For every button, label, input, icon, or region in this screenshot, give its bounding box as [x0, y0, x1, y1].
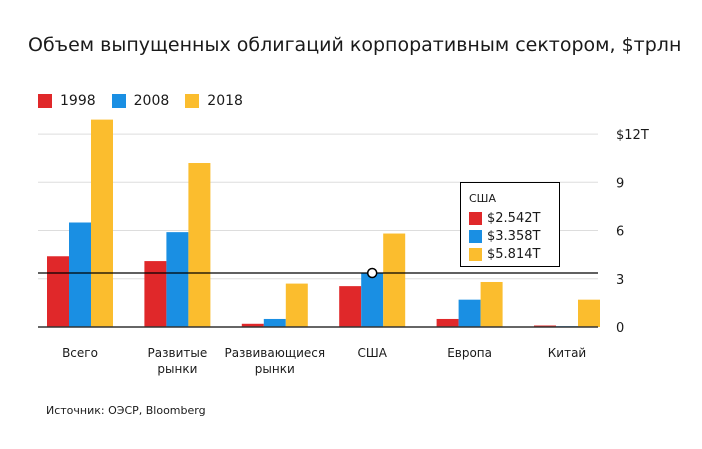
legend-label-2008: 2008	[133, 93, 170, 109]
legend-swatch-2008	[111, 94, 126, 108]
bar-2008-3[interactable]	[361, 273, 384, 327]
bar-1998-4[interactable]	[436, 318, 459, 327]
legend-item-2008[interactable]: 2008	[111, 93, 170, 109]
hover-tooltip: США $2.542T $3.358T $5.814T	[460, 182, 560, 267]
bar-2018-2[interactable]	[285, 283, 308, 327]
legend-label-2018: 2018	[207, 93, 243, 109]
tooltip-value-2018: $5.814T	[487, 247, 541, 262]
tooltip-value-1998: $2.542T	[487, 211, 541, 226]
bar-2018-0[interactable]	[91, 119, 113, 327]
bar-2008-1[interactable]	[166, 232, 189, 327]
x-category-label-0: Всего	[62, 346, 98, 360]
tooltip-swatch-2018	[469, 248, 482, 261]
legend-item-1998[interactable]: 1998	[38, 93, 96, 109]
tooltip-swatch-1998	[469, 212, 482, 225]
bar-1998-2[interactable]	[241, 323, 264, 327]
y-tick-label-9: 9	[616, 176, 624, 191]
legend-swatch-1998	[38, 94, 52, 108]
x-category-label-4: Европа	[447, 346, 492, 360]
bar-2018-3[interactable]	[383, 233, 406, 327]
y-tick-label-0: 0	[616, 321, 624, 336]
bar-1998-3[interactable]	[339, 286, 362, 327]
y-tick-label-12: $12T	[616, 128, 649, 143]
tooltip-swatch-2008	[469, 230, 482, 243]
bar-2008-4[interactable]	[458, 299, 481, 327]
bar-1998-1[interactable]	[144, 261, 167, 327]
y-tick-label-6: 6	[616, 225, 624, 240]
bar-2008-0[interactable]	[69, 222, 91, 328]
x-category-label-1: Развитые	[148, 346, 208, 360]
tooltip-title: США	[469, 192, 496, 205]
x-category-label-3: США	[357, 346, 387, 360]
source-note: Источник: ОЭСР, Bloomberg	[46, 404, 206, 417]
tooltip-value-2008: $3.358T	[487, 229, 541, 244]
legend: 1998 2008 2018	[38, 93, 259, 109]
tooltip-row-1998: $2.542T	[469, 211, 540, 226]
tooltip-row-2008: $3.358T	[469, 229, 540, 244]
legend-label-1998: 1998	[60, 93, 96, 109]
bar-2018-1[interactable]	[188, 163, 211, 327]
bar-2008-2[interactable]	[263, 318, 286, 327]
bar-2018-4[interactable]	[480, 281, 503, 327]
x-category-label-2: Развивающиеся	[224, 346, 325, 360]
y-tick-label-3: 3	[616, 273, 624, 288]
legend-item-2018[interactable]: 2018	[185, 93, 243, 109]
x-category-label-1-line2: рынки	[157, 362, 197, 376]
crosshair-marker	[366, 267, 378, 279]
x-category-label-5: Китай	[548, 346, 586, 360]
legend-swatch-2018	[185, 94, 200, 108]
bar-1998-0[interactable]	[47, 256, 69, 327]
chart-title: Объем выпущенных облигаций корпоративным…	[28, 34, 682, 56]
x-category-label-2-line2: рынки	[255, 362, 295, 376]
tooltip-row-2018: $5.814T	[469, 247, 540, 262]
bar-2018-5[interactable]	[578, 299, 600, 327]
